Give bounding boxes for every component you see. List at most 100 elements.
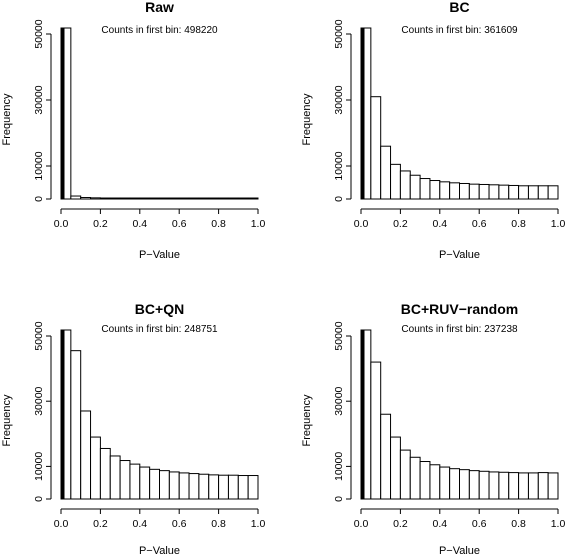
y-tick-label: 0 <box>33 196 45 202</box>
histogram-bar <box>188 473 200 500</box>
x-tick-label: 0.2 <box>93 218 108 230</box>
y-tick-label: 10000 <box>333 452 345 481</box>
histogram-bar <box>459 469 470 500</box>
x-tick-label: 0.0 <box>354 518 369 530</box>
x-tick-label: 0.6 <box>172 518 187 530</box>
histogram-bar <box>198 197 210 200</box>
histogram-bar <box>178 472 190 500</box>
histogram-bar <box>247 197 259 200</box>
y-axis-label: Frequency <box>301 93 313 145</box>
histogram-bar <box>129 463 141 500</box>
first-bin-count-note: Counts in first bin: 498220 <box>101 25 218 36</box>
x-tick-label: 0.4 <box>132 518 147 530</box>
histogram-bar <box>459 182 470 200</box>
histogram-bar <box>537 185 549 200</box>
y-tick-label: 10000 <box>333 151 345 180</box>
y-tick-label: 10000 <box>33 151 45 180</box>
x-tick-label: 0.6 <box>472 518 487 530</box>
x-tick-label: 0.6 <box>472 218 487 230</box>
panel-3: BC+QN Counts in first bin: 248751 0.0 0.2 0.… <box>1 301 265 557</box>
histogram-bar <box>218 197 229 200</box>
y-axis-label: Frequency <box>1 93 13 145</box>
x-tick-label: 0.0 <box>354 218 369 230</box>
histogram-bar <box>419 178 431 200</box>
x-tick-label: 0.6 <box>172 218 187 230</box>
chart-title: BC+RUV−random <box>401 301 518 317</box>
x-tick-label: 1.0 <box>251 218 266 230</box>
histogram-bar <box>139 197 151 200</box>
x-tick-label: 0.8 <box>211 218 226 230</box>
histogram-bar <box>449 182 460 200</box>
histogram-bar <box>478 470 490 500</box>
histogram-bar <box>399 449 411 500</box>
histogram-bar <box>518 472 529 500</box>
x-axis-label: P−Value <box>439 249 480 261</box>
y-axis-label: Frequency <box>301 394 313 446</box>
histogram-bar <box>149 468 160 500</box>
x-tick-label: 1.0 <box>551 518 566 530</box>
y-tick-label: 30000 <box>333 85 345 114</box>
histogram-bar <box>380 413 392 500</box>
x-tick-label: 0.4 <box>132 218 147 230</box>
y-tick-label: 0 <box>333 196 345 202</box>
histogram-bar <box>237 475 249 500</box>
histogram-bar <box>208 197 220 200</box>
histogram-bar <box>468 183 480 200</box>
x-tick-label: 0.4 <box>432 518 447 530</box>
x-tick-label: 1.0 <box>251 518 266 530</box>
chart-title: Raw <box>145 0 174 15</box>
y-tick-label: 50000 <box>333 19 345 48</box>
panel-2: BC Counts in first bin: 361609 0.0 0.2 0.4 0.… <box>301 0 565 261</box>
histogram-bar <box>80 197 92 200</box>
histogram-bar <box>139 466 151 500</box>
histogram-bar <box>119 197 131 200</box>
histogram-bar <box>129 197 141 200</box>
histogram-bar <box>149 197 160 200</box>
x-tick-label: 1.0 <box>551 218 566 230</box>
histogram-bar <box>99 197 111 200</box>
histogram-bar <box>390 436 401 500</box>
x-tick-label: 0.0 <box>54 218 69 230</box>
histogram-bar <box>99 447 111 500</box>
y-tick-label: 50000 <box>333 321 345 350</box>
histogram-bar <box>188 197 200 200</box>
histogram-bar <box>227 474 239 500</box>
histogram-bar <box>178 197 190 200</box>
x-tick-label: 0.0 <box>54 518 69 530</box>
x-tick-label: 0.8 <box>511 218 526 230</box>
histogram-bar <box>449 468 460 500</box>
histogram-bar <box>478 183 490 200</box>
x-tick-label: 0.8 <box>211 518 226 530</box>
x-tick-label: 0.2 <box>93 518 108 530</box>
histogram-bar <box>109 455 121 500</box>
histogram-bar <box>508 472 520 500</box>
histogram-bar <box>159 197 170 200</box>
histogram-bar <box>518 185 529 200</box>
histogram-bar <box>498 184 510 200</box>
y-tick-label: 0 <box>33 496 45 502</box>
y-tick-label: 30000 <box>33 386 45 415</box>
y-tick-label: 30000 <box>33 85 45 114</box>
histogram-bar <box>109 197 121 200</box>
histogram-bar <box>90 197 101 200</box>
x-axis-label: P−Value <box>139 249 180 261</box>
histogram-bar <box>429 180 441 200</box>
y-axis-label: Frequency <box>1 394 13 446</box>
histogram-bar <box>370 96 382 200</box>
histogram-bar <box>409 456 421 500</box>
x-tick-label: 0.8 <box>511 518 526 530</box>
histogram-bar <box>488 471 500 500</box>
histogram-bar <box>508 184 520 200</box>
histogram-bar <box>399 170 411 200</box>
histogram-bar <box>488 184 500 200</box>
x-tick-label: 0.2 <box>393 218 408 230</box>
x-axis-label: P−Value <box>439 545 480 557</box>
y-tick-label: 0 <box>333 496 345 502</box>
y-tick-label: 50000 <box>33 19 45 48</box>
histogram-bar <box>527 185 539 200</box>
histogram-bar <box>547 472 559 500</box>
histogram-bar <box>439 181 451 200</box>
first-bin-count-note: Counts in first bin: 361609 <box>401 25 518 36</box>
histogram-bar <box>419 461 431 500</box>
